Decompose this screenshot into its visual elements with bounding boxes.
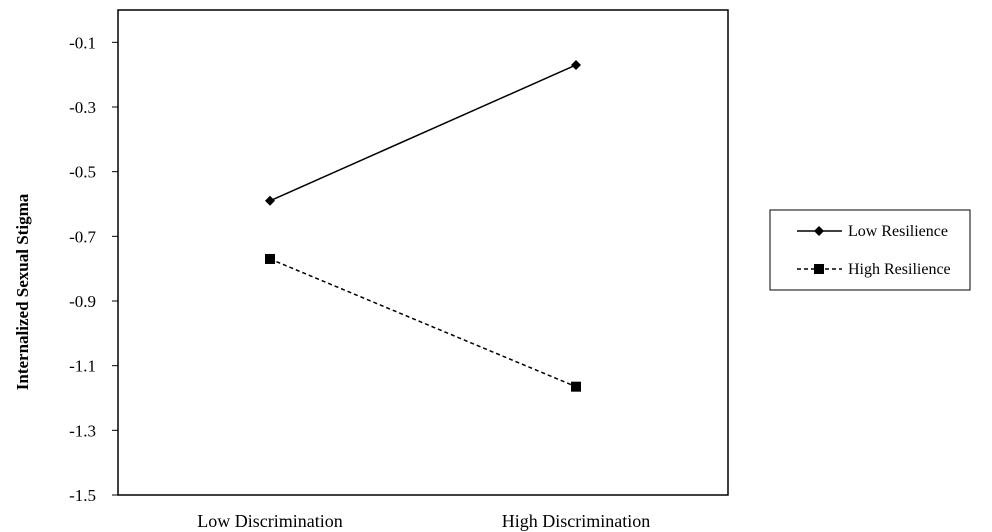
y-axis-ticks: -0.1 -0.3 -0.5 -0.7 -0.9 -1.1 -1.3 -1.5 — [69, 33, 118, 505]
legend-marker — [814, 226, 824, 236]
y-tick-label: -0.1 — [69, 33, 96, 52]
legend-box — [769, 209, 971, 291]
y-tick-label: -0.7 — [69, 227, 96, 246]
y-tick-label: -0.9 — [69, 292, 96, 311]
y-tick-label: -1.5 — [69, 486, 96, 505]
x-category-label: Low Discrimination — [197, 511, 342, 531]
y-tick-label: -1.3 — [69, 421, 96, 440]
x-axis-labels: Low Discrimination High Discrimination — [197, 511, 650, 531]
data-point-square — [571, 381, 581, 392]
y-axis-label: Internalized Sexual Stigma — [13, 193, 32, 390]
legend-label: High Resilience — [848, 261, 951, 278]
data-point-square — [265, 253, 275, 264]
legend: Low Resilience High Resilience — [769, 209, 971, 291]
series-low-resilience — [265, 59, 581, 206]
legend-label: Low Resilience — [848, 223, 948, 240]
y-tick-label: -1.1 — [69, 357, 96, 376]
plot-area — [117, 9, 729, 496]
y-tick-label: -0.5 — [69, 163, 96, 182]
legend-item: High Resilience — [797, 261, 951, 278]
series-line — [269, 64, 577, 202]
legend-marker — [814, 264, 824, 274]
y-tick-label: -0.3 — [69, 98, 96, 117]
series-group — [265, 59, 581, 392]
data-point-diamond — [265, 195, 275, 206]
legend-item: Low Resilience — [797, 223, 948, 240]
legend-items: Low Resilience High Resilience — [797, 223, 951, 278]
data-point-diamond — [571, 59, 581, 70]
series-high-resilience — [265, 253, 581, 392]
x-category-label: High Discrimination — [502, 511, 650, 531]
series-line — [269, 258, 577, 388]
